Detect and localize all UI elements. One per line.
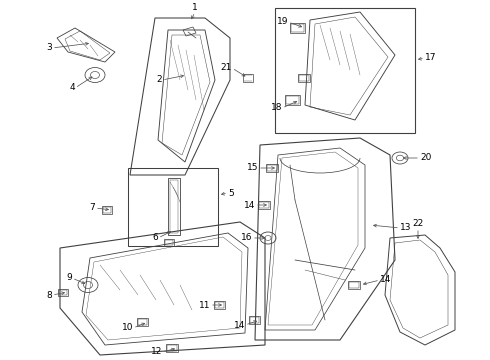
Text: 4: 4 xyxy=(70,84,75,93)
Text: 13: 13 xyxy=(400,224,412,233)
Text: 20: 20 xyxy=(420,153,431,162)
Text: 14: 14 xyxy=(244,201,255,210)
Text: 3: 3 xyxy=(46,44,52,53)
Text: 6: 6 xyxy=(152,234,158,243)
Text: 14: 14 xyxy=(234,320,245,329)
Text: 7: 7 xyxy=(89,203,95,212)
Text: 2: 2 xyxy=(156,76,162,85)
Bar xyxy=(128,168,218,246)
Text: 11: 11 xyxy=(198,301,210,310)
Text: 5: 5 xyxy=(228,189,234,198)
Text: 14: 14 xyxy=(380,275,392,284)
Text: 17: 17 xyxy=(425,54,437,63)
Text: 10: 10 xyxy=(122,324,133,333)
Text: 12: 12 xyxy=(150,347,162,356)
Bar xyxy=(243,74,253,82)
Bar xyxy=(275,8,415,133)
Text: 19: 19 xyxy=(276,18,288,27)
Text: 1: 1 xyxy=(192,3,198,12)
Text: 18: 18 xyxy=(270,104,282,112)
Text: 8: 8 xyxy=(46,291,52,300)
Text: 15: 15 xyxy=(246,163,258,172)
Text: 9: 9 xyxy=(66,274,72,283)
Text: 21: 21 xyxy=(220,63,232,72)
Text: 16: 16 xyxy=(241,234,252,243)
Text: 22: 22 xyxy=(413,219,424,228)
